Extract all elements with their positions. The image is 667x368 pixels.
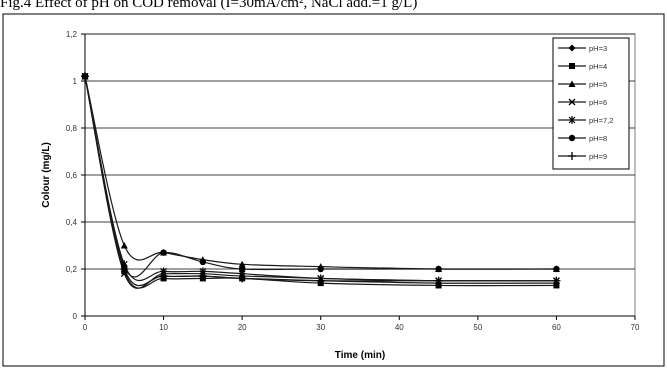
data-point-marker: [120, 242, 128, 249]
data-point-marker: [238, 265, 246, 273]
legend-label: pH=4: [589, 62, 607, 71]
x-tick-label: 40: [395, 323, 404, 332]
y-tick-label: 0,6: [66, 171, 78, 180]
data-point-marker: [568, 134, 576, 142]
data-point-marker: [238, 260, 246, 268]
y-axis-title: Colour (mg/L): [41, 142, 52, 208]
axes: [81, 33, 636, 320]
legend: pH=3 pH=4 pH=5 pH=6 pH=7,2 pH=8 pH=9: [552, 37, 630, 170]
legend-label: pH=8: [589, 134, 607, 143]
data-point-marker: [316, 276, 325, 285]
data-point-marker: [198, 272, 207, 281]
x-tick-label: 50: [473, 323, 482, 332]
legend-box: [552, 37, 630, 170]
data-point-marker: [159, 272, 168, 281]
x-tick-label: 10: [159, 323, 168, 332]
data-point-marker: [552, 276, 561, 285]
data-point-marker: [568, 152, 576, 160]
y-tick-label: 0,2: [66, 265, 78, 274]
legend-label: pH=9: [589, 152, 607, 161]
data-point-marker: [435, 265, 442, 273]
legend-label: pH=5: [589, 80, 607, 89]
data-point-marker: [317, 265, 324, 273]
x-axis-title: Time (min): [335, 350, 385, 361]
data-point-marker: [199, 258, 207, 266]
data-point-marker: [160, 249, 167, 256]
tick-labels: 0 0,2 0,4 0,6 0,8 1 1,2 0 10 20 30 40 50 60 70: [66, 30, 640, 332]
data-point-marker: [120, 270, 128, 278]
data-point-marker: [568, 116, 576, 124]
data-point-marker: [568, 44, 576, 52]
legend-label: pH=7,2: [589, 116, 613, 125]
x-tick-label: 0: [83, 323, 88, 332]
series-markers: [81, 72, 561, 289]
data-point-marker: [569, 63, 575, 69]
data-point-marker: [553, 265, 560, 273]
x-tick-label: 20: [238, 323, 247, 332]
data-point-marker: [238, 274, 247, 283]
y-tick-label: 1: [73, 77, 78, 86]
legend-label: pH=3: [589, 44, 607, 53]
x-tick-label: 30: [316, 323, 325, 332]
data-point-marker: [120, 265, 129, 273]
data-point-marker: [568, 98, 576, 106]
legend-label: pH=6: [589, 98, 607, 107]
data-point-marker: [568, 80, 576, 87]
y-tick-label: 0,8: [66, 124, 78, 133]
x-tick-label: 70: [631, 323, 640, 332]
data-point-marker: [434, 276, 443, 285]
y-tick-label: 0,4: [66, 218, 78, 227]
data-point-marker: [435, 282, 442, 289]
y-tick-label: 1,2: [66, 30, 78, 39]
x-tick-label: 60: [552, 323, 561, 332]
figure-caption: Fig.4 Effect of pH on COD removal (I=30m…: [0, 0, 418, 11]
data-point-marker: [553, 282, 560, 289]
y-tick-label: 0: [73, 312, 78, 321]
data-point-marker: [81, 72, 89, 81]
